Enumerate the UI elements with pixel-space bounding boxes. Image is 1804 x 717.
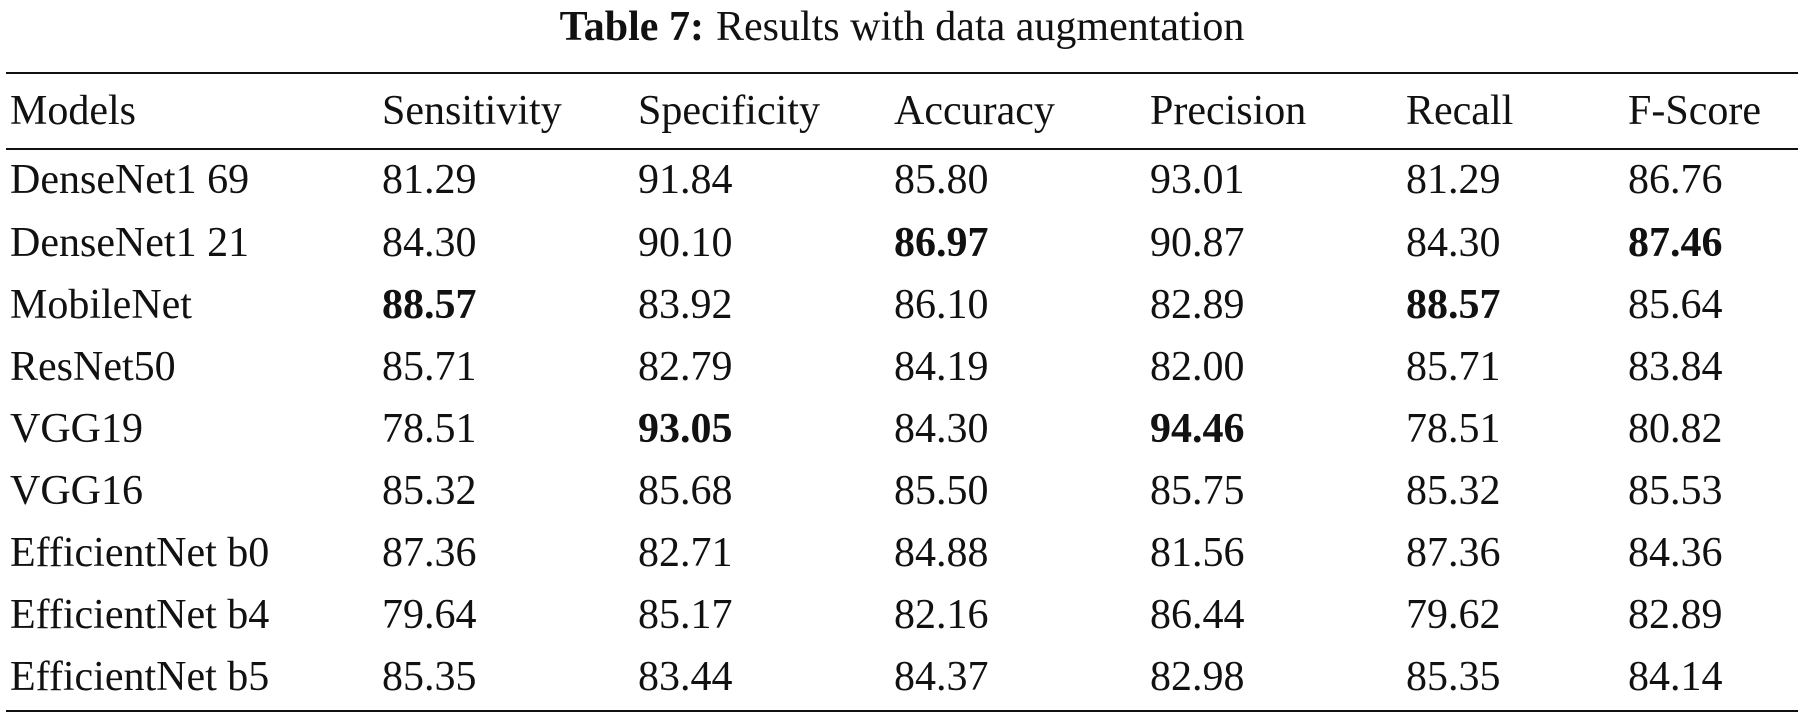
metric-cell: 85.50	[894, 468, 989, 514]
header-rule	[6, 148, 1798, 150]
table-row: VGG19 78.51 93.05 84.30 94.46 78.51 80.82	[6, 398, 1798, 460]
column-header: Precision	[1150, 88, 1307, 134]
metric-cell: 88.57	[1406, 282, 1501, 328]
metric-cell: 86.10	[894, 282, 989, 328]
metric-cell: 90.10	[638, 220, 733, 266]
metric-cell: 84.30	[1406, 220, 1501, 266]
column-header: Models	[10, 88, 136, 134]
metric-cell: 87.36	[1406, 530, 1501, 576]
metric-cell: 80.82	[1628, 406, 1723, 452]
metric-cell: 83.84	[1628, 344, 1723, 390]
metric-cell: 85.53	[1628, 468, 1723, 514]
table-title: Results with data augmentation	[715, 4, 1245, 50]
metric-cell: 85.68	[638, 468, 733, 514]
model-name-cell: DenseNet1 69	[10, 157, 250, 203]
column-header: Sensitivity	[382, 88, 562, 134]
metric-cell: 82.16	[894, 592, 989, 638]
metric-cell: 84.37	[894, 654, 989, 700]
metric-cell: 85.80	[894, 157, 989, 203]
model-name-cell: VGG16	[10, 468, 143, 514]
metric-cell: 81.29	[382, 157, 477, 203]
metric-cell: 85.71	[1406, 344, 1501, 390]
table-row: EfficientNet b5 85.35 83.44 84.37 82.98 85.35…	[6, 646, 1798, 708]
metric-cell: 88.57	[382, 282, 477, 328]
table-row: ResNet50 85.71 82.79 84.19 82.00 85.71 83.84	[6, 336, 1798, 398]
metric-cell: 78.51	[382, 406, 477, 452]
model-name-cell: EfficientNet b5	[10, 654, 270, 700]
table-row: EfficientNet b0 87.36 82.71 84.88 81.56 87.36…	[6, 522, 1798, 584]
metric-cell: 82.89	[1628, 592, 1723, 638]
model-name-cell: ResNet50	[10, 344, 176, 390]
table-row: DenseNet1 21 84.30 90.10 86.97 90.87 84.30 87.…	[6, 212, 1798, 274]
metric-cell: 85.17	[638, 592, 733, 638]
metric-cell: 87.36	[382, 530, 477, 576]
top-rule	[6, 72, 1798, 74]
metric-cell: 79.64	[382, 592, 477, 638]
metric-cell: 93.05	[638, 406, 733, 452]
model-name-cell: DenseNet1 21	[10, 220, 250, 266]
metric-cell: 84.36	[1628, 530, 1723, 576]
column-header: Specificity	[638, 88, 820, 134]
metric-cell: 79.62	[1406, 592, 1501, 638]
table-row: EfficientNet b4 79.64 85.17 82.16 86.44 79.62…	[6, 584, 1798, 646]
column-header: F-Score	[1628, 88, 1761, 134]
metric-cell: 84.88	[894, 530, 989, 576]
metric-cell: 94.46	[1150, 406, 1245, 452]
metric-cell: 85.64	[1628, 282, 1723, 328]
results-table: Models Sensitivity Specificity Accuracy …	[6, 0, 1798, 708]
model-name-cell: VGG19	[10, 406, 143, 452]
metric-cell: 84.30	[894, 406, 989, 452]
metric-cell: 85.75	[1150, 468, 1245, 514]
metric-cell: 78.51	[1406, 406, 1501, 452]
metric-cell: 87.46	[1628, 220, 1723, 266]
metric-cell: 91.84	[638, 157, 733, 203]
table-row: VGG16 85.32 85.68 85.50 85.75 85.32 85.53	[6, 460, 1798, 522]
metric-cell: 82.00	[1150, 344, 1245, 390]
table-row: DenseNet1 69 81.29 91.84 85.80 93.01 81.29 86.…	[6, 148, 1798, 212]
metric-cell: 82.71	[638, 530, 733, 576]
metric-cell: 84.30	[382, 220, 477, 266]
table-row: MobileNet 88.57 83.92 86.10 82.89 88.57 85.64	[6, 274, 1798, 336]
metric-cell: 82.89	[1150, 282, 1245, 328]
metric-cell: 81.29	[1406, 157, 1501, 203]
model-name-cell: EfficientNet b0	[10, 530, 270, 576]
bottom-rule	[6, 710, 1798, 712]
model-name-cell: MobileNet	[10, 282, 192, 328]
metric-cell: 86.97	[894, 220, 989, 266]
column-header: Accuracy	[894, 88, 1055, 134]
metric-cell: 85.32	[382, 468, 477, 514]
metric-cell: 83.92	[638, 282, 733, 328]
column-header: Recall	[1406, 88, 1514, 134]
table-number-label: Table 7:	[559, 4, 704, 50]
metric-cell: 82.79	[638, 344, 733, 390]
metric-cell: 85.71	[382, 344, 477, 390]
metric-cell: 86.76	[1628, 157, 1723, 203]
metric-cell: 85.35	[382, 654, 477, 700]
metric-cell: 83.44	[638, 654, 733, 700]
header-row: Models Sensitivity Specificity Accuracy …	[6, 74, 1798, 148]
metric-cell: 84.19	[894, 344, 989, 390]
metric-cell: 84.14	[1628, 654, 1723, 700]
metric-cell: 85.32	[1406, 468, 1501, 514]
metric-cell: 81.56	[1150, 530, 1245, 576]
metric-cell: 90.87	[1150, 220, 1245, 266]
model-name-cell: EfficientNet b4	[10, 592, 270, 638]
metric-cell: 85.35	[1406, 654, 1501, 700]
metric-cell: 82.98	[1150, 654, 1245, 700]
table-caption: Table 7: Results with data augmentation	[0, 2, 1804, 52]
metric-cell: 93.01	[1150, 157, 1245, 203]
metric-cell: 86.44	[1150, 592, 1245, 638]
